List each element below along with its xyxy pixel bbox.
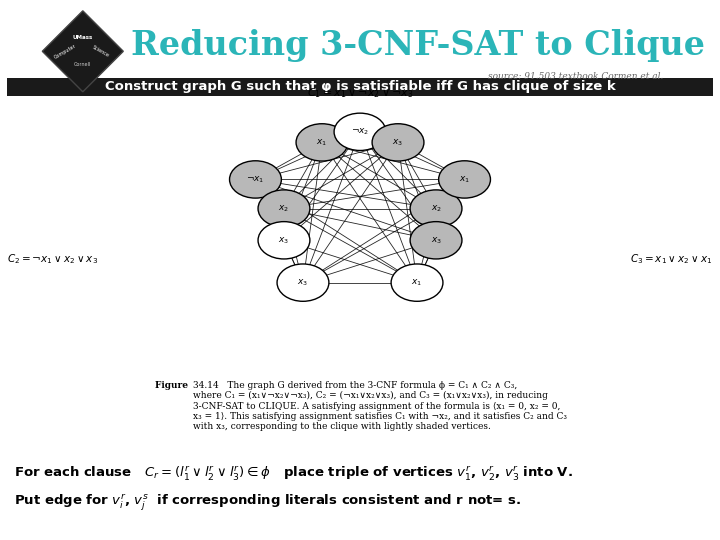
Text: $x_3$: $x_3$: [392, 137, 403, 147]
Ellipse shape: [410, 221, 462, 259]
Ellipse shape: [230, 161, 282, 198]
Text: Reducing 3-CNF-SAT to Clique: Reducing 3-CNF-SAT to Clique: [130, 29, 705, 63]
Text: $C_1 = x_1 \vee \neg x_2 \vee \neg x_3$: $C_1 = x_1 \vee \neg x_2 \vee \neg x_3$: [307, 86, 413, 100]
Ellipse shape: [277, 264, 329, 301]
Text: Cornell: Cornell: [74, 62, 91, 68]
Text: $x_1$: $x_1$: [412, 278, 423, 288]
Text: $x_1$: $x_1$: [459, 174, 470, 185]
Text: $\neg x_1$: $\neg x_1$: [246, 174, 265, 185]
Text: $x_3$: $x_3$: [279, 235, 289, 246]
Text: Put edge for $v_i^r$, $v_j^s$  if corresponding literals consistent and r not= s: Put edge for $v_i^r$, $v_j^s$ if corresp…: [14, 493, 522, 514]
Ellipse shape: [334, 113, 386, 151]
Ellipse shape: [391, 264, 443, 301]
Ellipse shape: [410, 190, 462, 227]
Text: UMass: UMass: [73, 35, 93, 40]
Text: $C_3 = x_1 \vee x_2 \vee x_1$: $C_3 = x_1 \vee x_2 \vee x_1$: [631, 252, 713, 266]
Ellipse shape: [438, 161, 490, 198]
Ellipse shape: [258, 221, 310, 259]
Text: $C_2 = \neg x_1 \vee x_2 \vee x_3$: $C_2 = \neg x_1 \vee x_2 \vee x_3$: [7, 252, 99, 266]
Text: $x_2$: $x_2$: [431, 203, 441, 214]
Text: $x_3$: $x_3$: [297, 278, 308, 288]
Text: $x_2$: $x_2$: [279, 203, 289, 214]
Text: $\neg x_2$: $\neg x_2$: [351, 126, 369, 137]
Text: 34.14   The graph G derived from the 3-CNF formula ϕ = C₁ ∧ C₂ ∧ C₃,
where C₁ = : 34.14 The graph G derived from the 3-CNF…: [193, 381, 567, 431]
Text: Computer: Computer: [53, 43, 77, 59]
FancyBboxPatch shape: [7, 78, 713, 96]
Ellipse shape: [258, 190, 310, 227]
Ellipse shape: [296, 124, 348, 161]
Text: Construct graph G such that φ is satisfiable iff G has clique of size k: Construct graph G such that φ is satisfi…: [104, 80, 616, 93]
Text: $x_1$: $x_1$: [317, 137, 328, 147]
Text: Figure: Figure: [155, 381, 191, 390]
Polygon shape: [42, 11, 123, 92]
Text: source: 91.503 textbook Cormen et al.: source: 91.503 textbook Cormen et al.: [488, 72, 664, 81]
Text: For each clause   $C_r = (l_1^r \vee l_2^r \vee l_3^r) \in \phi$   place triple : For each clause $C_r = (l_1^r \vee l_2^r…: [14, 463, 573, 482]
Text: $x_3$: $x_3$: [431, 235, 441, 246]
Text: Science: Science: [91, 44, 110, 58]
Ellipse shape: [372, 124, 424, 161]
